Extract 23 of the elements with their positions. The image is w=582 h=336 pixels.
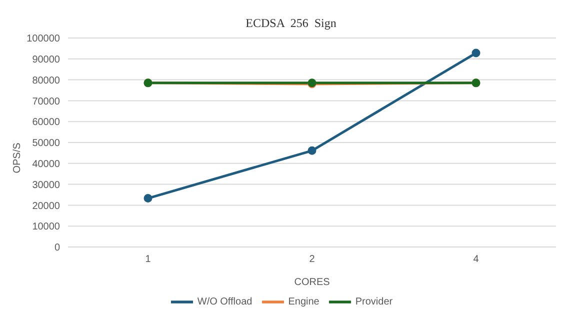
x-tick-label: 4 — [473, 254, 480, 266]
y-tick-label: 10000 — [32, 222, 60, 233]
chart-title: ECDSA 256 Sign — [244, 16, 338, 31]
point — [472, 48, 480, 58]
y-tick-label: 20000 — [32, 200, 60, 212]
y-tick-label: 30000 — [32, 180, 60, 191]
x-tick-label: 1 — [145, 254, 152, 266]
y-tick-label: 70000 — [32, 96, 60, 108]
point — [308, 146, 316, 155]
legend-label: W/O Offload — [197, 296, 252, 308]
y-tick-label: 80000 — [32, 75, 60, 86]
legend-label: Engine — [288, 296, 320, 308]
y-tick-label: 100000 — [26, 34, 60, 45]
y-tick-label: 40000 — [32, 158, 60, 170]
legend-label: Provider — [355, 296, 393, 308]
point — [144, 194, 152, 203]
y-tick-label: 0 — [54, 242, 60, 254]
y-tick-label: 90000 — [32, 54, 60, 66]
x-tick-label: 2 — [309, 254, 316, 266]
x-axis-title: CORES — [294, 277, 330, 288]
y-axis-title: OPS/S — [12, 142, 23, 174]
y-tick-label: 50000 — [32, 138, 60, 150]
y-tick-label: 60000 — [32, 117, 60, 128]
